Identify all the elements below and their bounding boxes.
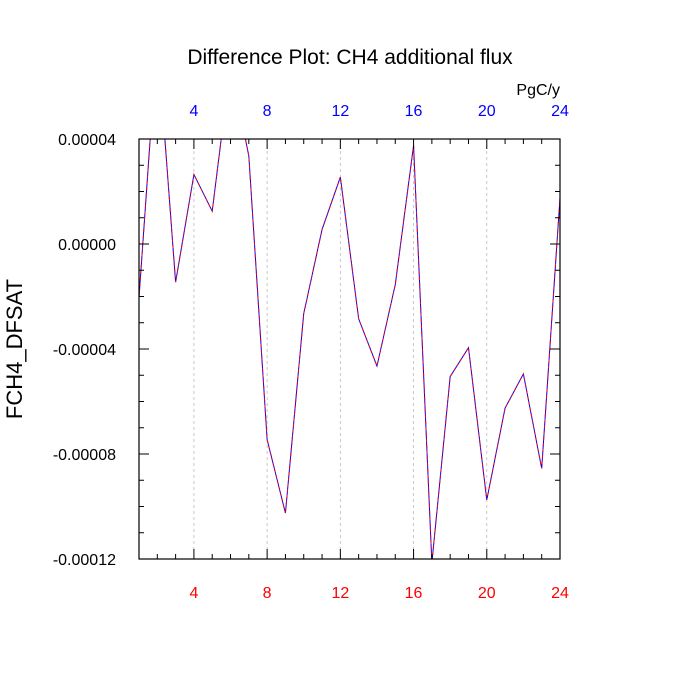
series-line — [139, 139, 560, 559]
plot-frame — [138, 138, 561, 560]
series-line-dashed — [139, 139, 560, 559]
x-tick-label-bottom: 8 — [263, 585, 272, 602]
x-tick-label-bottom: 4 — [189, 585, 198, 602]
y-tick-label: -0.00004 — [53, 342, 116, 359]
x-tick-label-bottom: 20 — [478, 585, 496, 602]
y-tick-label: 0.00000 — [58, 237, 116, 254]
series-layer — [139, 139, 560, 559]
units-label: PgC/y — [516, 82, 560, 99]
x-tick-label-top: 16 — [405, 103, 423, 120]
y-tick-label: -0.00012 — [53, 552, 116, 569]
x-tick-label-top: 24 — [551, 103, 569, 120]
x-tick-label-bottom: 12 — [331, 585, 349, 602]
y-axis-label: FCH4_DFSAT — [2, 279, 27, 419]
tick-layer: 4 4 8 8 12 12 16 16 20 20 24 24 -0.00012 -0.00008 -0.0… — [53, 103, 569, 602]
y-tick-label: -0.00008 — [53, 447, 116, 464]
x-tick-label-top: 4 — [189, 103, 198, 120]
x-tick-label-top: 12 — [331, 103, 349, 120]
y-tick-label: 0.00004 — [58, 132, 116, 149]
grid-layer — [193, 139, 488, 559]
chart-title: Difference Plot: CH4 additional flux — [187, 46, 513, 69]
x-tick-label-bottom: 24 — [551, 585, 569, 602]
x-tick-label-top: 20 — [478, 103, 496, 120]
x-tick-label-bottom: 16 — [405, 585, 423, 602]
x-tick-label-top: 8 — [263, 103, 272, 120]
